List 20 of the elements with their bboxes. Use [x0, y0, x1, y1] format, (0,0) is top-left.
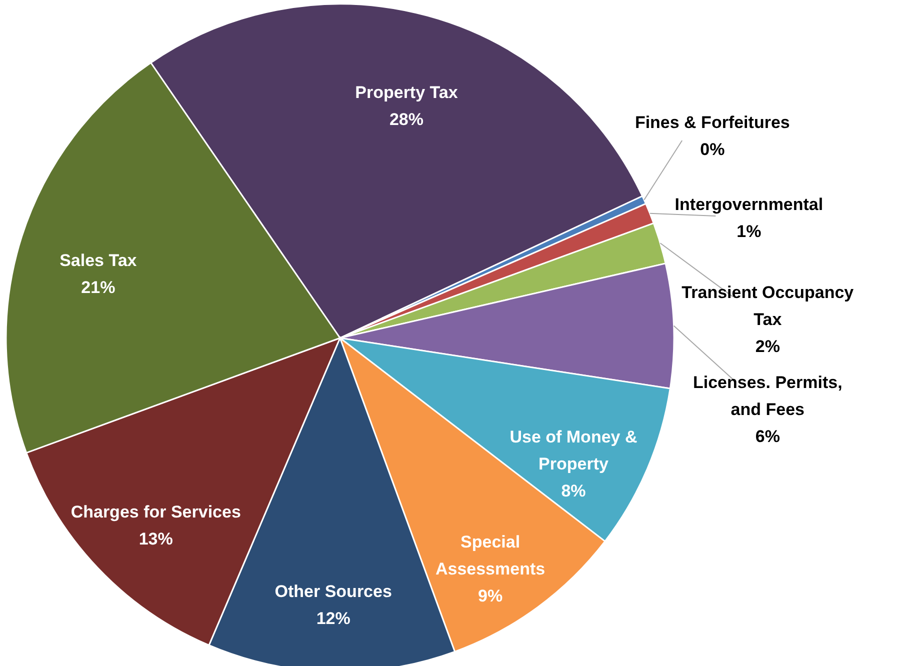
- data-label: 1%: [736, 222, 762, 242]
- slice-label: Special Assessments: [435, 532, 546, 579]
- slice-label: Sales Tax: [60, 250, 138, 270]
- data-label: 28%: [389, 110, 424, 130]
- data-label: 12%: [316, 608, 350, 628]
- data-label: 6%: [755, 426, 780, 446]
- data-label: 21%: [81, 278, 116, 297]
- slice-label: Use of Money & Property: [510, 428, 638, 474]
- data-label: 8%: [561, 482, 586, 501]
- slice-label: Licenses. Permits, and Fees: [692, 372, 842, 419]
- slice-label: Fines & Forfeitures: [634, 113, 790, 132]
- slice-label: Intergovernmental: [674, 195, 824, 214]
- slice-label: Property Tax: [355, 83, 458, 102]
- slice-label: Other Sources: [274, 582, 392, 601]
- data-label: 13%: [138, 530, 173, 549]
- data-label: 2%: [755, 337, 780, 356]
- slice-label: Charges for Services: [70, 502, 241, 522]
- slice-label: Transient Occupancy Tax: [682, 283, 854, 330]
- data-label: 9%: [478, 586, 503, 606]
- data-label: 0%: [700, 140, 725, 159]
